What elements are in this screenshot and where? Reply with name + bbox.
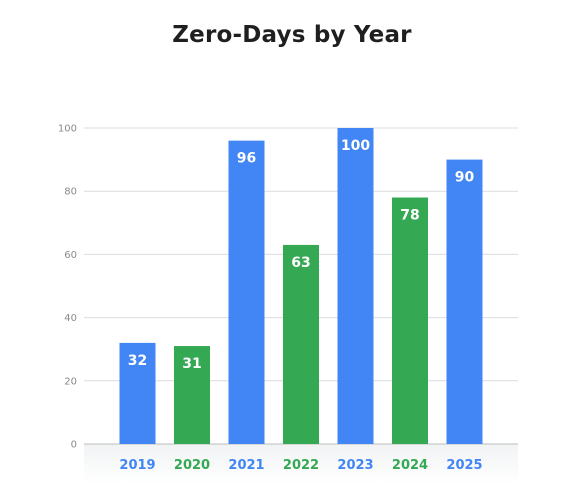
bar-value-label: 96: [237, 151, 256, 167]
y-tick-label: 60: [64, 250, 77, 261]
x-category-label: 2021: [228, 458, 264, 473]
bar: [337, 128, 374, 444]
x-category-label: 2020: [174, 458, 210, 473]
bar: [446, 159, 483, 444]
bar-value-label: 90: [455, 170, 475, 186]
labels: 0 20 40 60 80 100 32 2019 31 2020 96 2021 63 2022 100 2…: [58, 124, 483, 474]
chart-title: Zero-Days by Year: [172, 22, 412, 48]
y-tick-label: 0: [71, 440, 77, 451]
bar-value-label: 100: [341, 138, 370, 154]
x-category-label: 2022: [283, 458, 319, 473]
bar-value-label: 31: [182, 356, 201, 372]
bar: [228, 140, 265, 444]
bar: [174, 346, 210, 444]
x-category-label: 2023: [337, 458, 373, 473]
x-category-label: 2025: [446, 458, 482, 473]
x-category-label: 2024: [392, 458, 428, 473]
y-tick-label: 40: [64, 313, 77, 324]
bar: [283, 244, 319, 444]
y-tick-label: 20: [64, 376, 77, 387]
x-axis-band: [84, 444, 518, 484]
bar-value-label: 32: [128, 353, 147, 369]
bar: [119, 342, 156, 444]
x-category-label: 2019: [119, 458, 155, 473]
bar-value-label: 63: [291, 255, 310, 271]
y-tick-label: 100: [58, 124, 77, 135]
bar: [392, 197, 428, 444]
bars: [119, 128, 483, 444]
bar-value-label: 78: [400, 208, 419, 224]
y-tick-label: 80: [64, 187, 77, 198]
